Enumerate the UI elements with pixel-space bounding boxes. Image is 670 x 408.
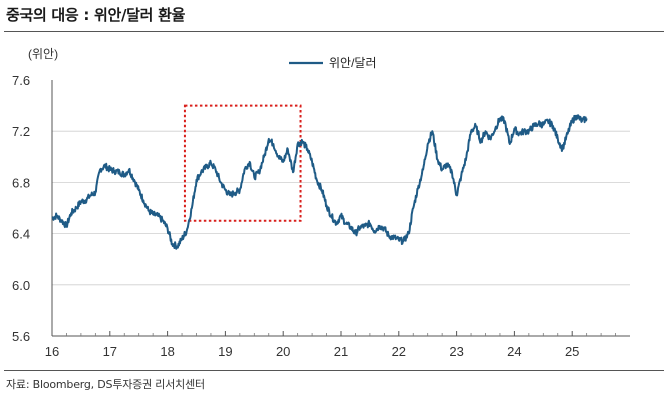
x-tick-label: 17 [103,344,117,359]
y-tick-label: 5.6 [12,329,30,344]
axes [51,80,630,337]
x-tick-labels: 16 17 18 19 20 21 22 23 24 25 [45,344,580,359]
source-divider [4,370,664,371]
x-tick-label: 18 [160,344,174,359]
x-tick-label: 16 [45,344,59,359]
y-tick-label: 7.2 [12,124,30,139]
x-tick-label: 21 [334,344,348,359]
x-tick-label: 23 [449,344,463,359]
legend-label: 위안/달러 [329,56,377,70]
y-tick-label: 7.6 [12,73,30,88]
x-tick-label: 24 [507,344,521,359]
highlight-box [183,104,302,222]
y-unit-label: (위안) [28,47,58,61]
grid [52,130,630,286]
x-tick-label: 25 [565,344,579,359]
y-tick-label: 6.8 [12,175,30,190]
y-tick-labels: 7.6 7.2 6.8 6.4 6.0 5.6 [12,73,30,344]
series-line-cny-usd [51,114,588,250]
legend: 위안/달러 [289,56,377,70]
source-note: 자료: Bloomberg, DS투자증권 리서치센터 [6,378,205,391]
page-title: 중국의 대응 : 위안/달러 환율 [6,6,186,24]
x-tick-label: 19 [218,344,232,359]
y-tick-label: 6.4 [12,227,30,242]
y-tick-label: 6.0 [12,278,30,293]
x-tick-label: 22 [392,344,406,359]
x-tick-label: 20 [276,344,290,359]
title-divider [4,31,664,32]
highlight-box-rect [183,104,302,222]
series-group [51,114,588,250]
